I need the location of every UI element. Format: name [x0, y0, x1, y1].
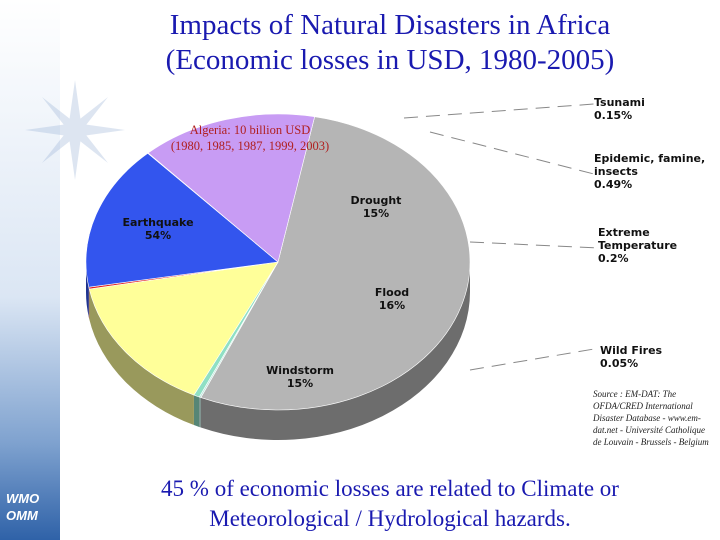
slice-label-windstorm: Windstorm	[266, 364, 334, 377]
pie-depth-epidemic-famine-insects	[193, 395, 200, 427]
logo-line-2: OMM	[6, 508, 38, 523]
title-line-2: (Economic losses in USD, 1980-2005)	[165, 44, 615, 76]
leader-lines-group	[403, 103, 601, 371]
footnote-line-1: 45 % of economic losses are related to C…	[161, 476, 619, 501]
pie-slices-group	[85, 113, 471, 411]
slice-value-tsunami: 0.15%	[594, 109, 632, 122]
leader-line-extreme-temperature	[469, 241, 599, 249]
slice-value-wild-fires: 0.05%	[600, 357, 638, 370]
pie-slice-windstorm	[147, 113, 316, 263]
sidebar-gradient	[0, 0, 60, 540]
slice-label-extreme-temperature: Extreme	[598, 226, 650, 239]
compass-rose-icon	[25, 80, 125, 180]
slice-label-wild-fires: Wild Fires	[600, 344, 663, 357]
slice-label-earthquake: Earthquake	[122, 216, 193, 229]
leader-line-wild-fires	[469, 347, 601, 371]
slice-value-flood: 16%	[379, 299, 405, 312]
pie-slice-earthquake	[200, 116, 471, 411]
pie-slice-flood	[85, 152, 279, 288]
pie-depth-tsunami	[199, 396, 201, 428]
footnote-line-2: Meteorological / Hydrological hazards.	[209, 506, 571, 531]
source-note: Source : EM-DAT: The OFDA/CRED Internati…	[593, 389, 709, 447]
leader-line-epidemic-famine-insects	[429, 131, 595, 175]
leader-line-tsunami	[403, 103, 595, 119]
slice-label-flood: Flood	[375, 286, 409, 299]
logo-line-1: WMO	[6, 491, 40, 506]
slice-value-windstorm: 15%	[287, 377, 313, 390]
slice-label-drought: Drought	[351, 194, 402, 207]
slide-title: Impacts of Natural Disasters in Africa (…	[60, 8, 720, 78]
slice-value-drought: 15%	[363, 207, 389, 220]
pie-slice-drought	[88, 261, 279, 396]
slice-label-epidemic-famine-insects-1: insects	[594, 165, 638, 178]
annotation-line-1: Algeria: 10 billion USD	[190, 123, 310, 137]
wmo-logo: WMO OMM	[6, 490, 56, 524]
pie-depth-drought	[89, 288, 194, 426]
slice-label-epidemic-famine-insects: Epidemic, famine,	[594, 152, 705, 165]
slice-value-epidemic-famine-insects: 0.49%	[594, 178, 632, 191]
slice-label-extreme-temperature-1: Temperature	[598, 239, 677, 252]
annotation-group: Algeria: 10 billion USD (1980, 1985, 198…	[171, 123, 329, 153]
slice-label-tsunami: Tsunami	[594, 96, 645, 109]
slice-value-earthquake: 54%	[145, 229, 171, 242]
title-line-1: Impacts of Natural Disasters in Africa	[169, 9, 611, 41]
pie-depth-earthquake	[200, 262, 470, 441]
slice-value-extreme-temperature: 0.2%	[598, 252, 629, 265]
footnote: 45 % of economic losses are related to C…	[60, 474, 720, 534]
annotation-line-2: (1980, 1985, 1987, 1999, 2003)	[171, 139, 329, 153]
